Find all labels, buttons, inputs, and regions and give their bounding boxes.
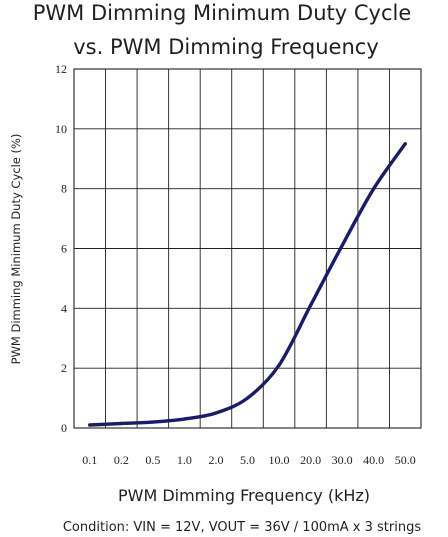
condition-note: Condition: VIN = 12V, VOUT = 36V / 100mA… — [63, 520, 421, 535]
data-point — [182, 417, 187, 421]
x-tick-label: 40.0 — [363, 453, 384, 467]
data-point — [245, 396, 250, 400]
y-tick-label: 4 — [61, 301, 67, 315]
x-tick-label: 1.0 — [177, 453, 192, 467]
x-tick-labels: 0.1 0.2 0.5 1.0 2.0 5.0 10.0 20.0 30.0 40.0 50.0 — [82, 453, 415, 467]
x-tick-label: 50.0 — [395, 453, 416, 467]
y-tick-label: 10 — [55, 122, 67, 136]
y-tick-label: 8 — [61, 182, 67, 196]
data-point — [88, 423, 92, 427]
data-point — [372, 187, 376, 191]
x-tick-label: 0.2 — [114, 453, 129, 467]
x-tick-label: 2.0 — [208, 453, 223, 467]
x-tick-label: 20.0 — [300, 453, 321, 467]
x-tick-label: 10.0 — [269, 453, 290, 467]
data-point — [277, 363, 281, 367]
x-tick-label: 0.1 — [82, 453, 97, 467]
y-tick-labels: 0 2 4 6 8 10 12 — [55, 62, 67, 435]
data-point — [214, 411, 218, 415]
data-point — [308, 303, 313, 307]
y-axis-label: PWM Dimming Minimum Duty Cycle (%) — [9, 134, 23, 365]
y-tick-label: 0 — [61, 421, 67, 435]
data-point — [151, 420, 155, 424]
series-layer — [88, 142, 407, 427]
x-tick-label: 30.0 — [332, 453, 353, 467]
chart-title-line-1: PWM Dimming Minimum Duty Cycle — [33, 1, 412, 25]
y-tick-label: 6 — [61, 242, 67, 256]
grid — [73, 68, 422, 429]
data-point — [340, 243, 344, 248]
y-tick-label: 2 — [61, 361, 67, 375]
x-axis-label: PWM Dimming Frequency (kHz) — [118, 486, 370, 505]
chart-title-line-2: vs. PWM Dimming Frequency — [73, 35, 379, 59]
plot-frame — [73, 68, 422, 429]
data-point — [403, 142, 407, 146]
y-tick-label: 12 — [55, 62, 67, 76]
x-tick-label: 0.5 — [145, 453, 160, 467]
x-tick-label: 5.0 — [240, 453, 255, 467]
data-point — [119, 421, 123, 426]
series-line — [88, 142, 407, 427]
